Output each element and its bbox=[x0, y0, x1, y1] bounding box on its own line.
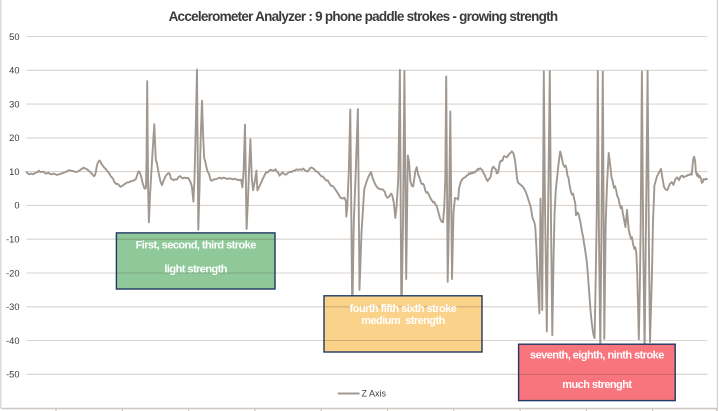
svg-text:much strenght: much strenght bbox=[562, 379, 632, 391]
svg-text:10: 10 bbox=[9, 167, 19, 177]
svg-text:-20: -20 bbox=[6, 268, 19, 278]
svg-text:0: 0 bbox=[14, 201, 19, 211]
svg-text:-40: -40 bbox=[6, 336, 19, 346]
svg-text:First, second, third stroke: First, second, third stroke bbox=[136, 239, 257, 251]
svg-text:30: 30 bbox=[9, 99, 19, 109]
svg-text:-50: -50 bbox=[6, 370, 19, 380]
svg-text:fourth fifth sixth stroke: fourth fifth sixth stroke bbox=[350, 303, 457, 315]
svg-text:seventh, eighth, ninth stroke: seventh, eighth, ninth stroke bbox=[530, 350, 664, 362]
svg-text:Accelerometer Analyzer : 9 pho: Accelerometer Analyzer : 9 phone paddle … bbox=[169, 9, 558, 24]
svg-text:light strength: light strength bbox=[164, 264, 227, 276]
svg-text:Z Axis: Z Axis bbox=[362, 389, 387, 399]
svg-text:50: 50 bbox=[9, 32, 19, 42]
svg-text:-30: -30 bbox=[6, 302, 19, 312]
svg-text:medium strength: medium strength bbox=[361, 315, 445, 327]
svg-text:40: 40 bbox=[9, 66, 19, 76]
svg-text:20: 20 bbox=[9, 133, 19, 143]
svg-text:-10: -10 bbox=[6, 235, 19, 245]
